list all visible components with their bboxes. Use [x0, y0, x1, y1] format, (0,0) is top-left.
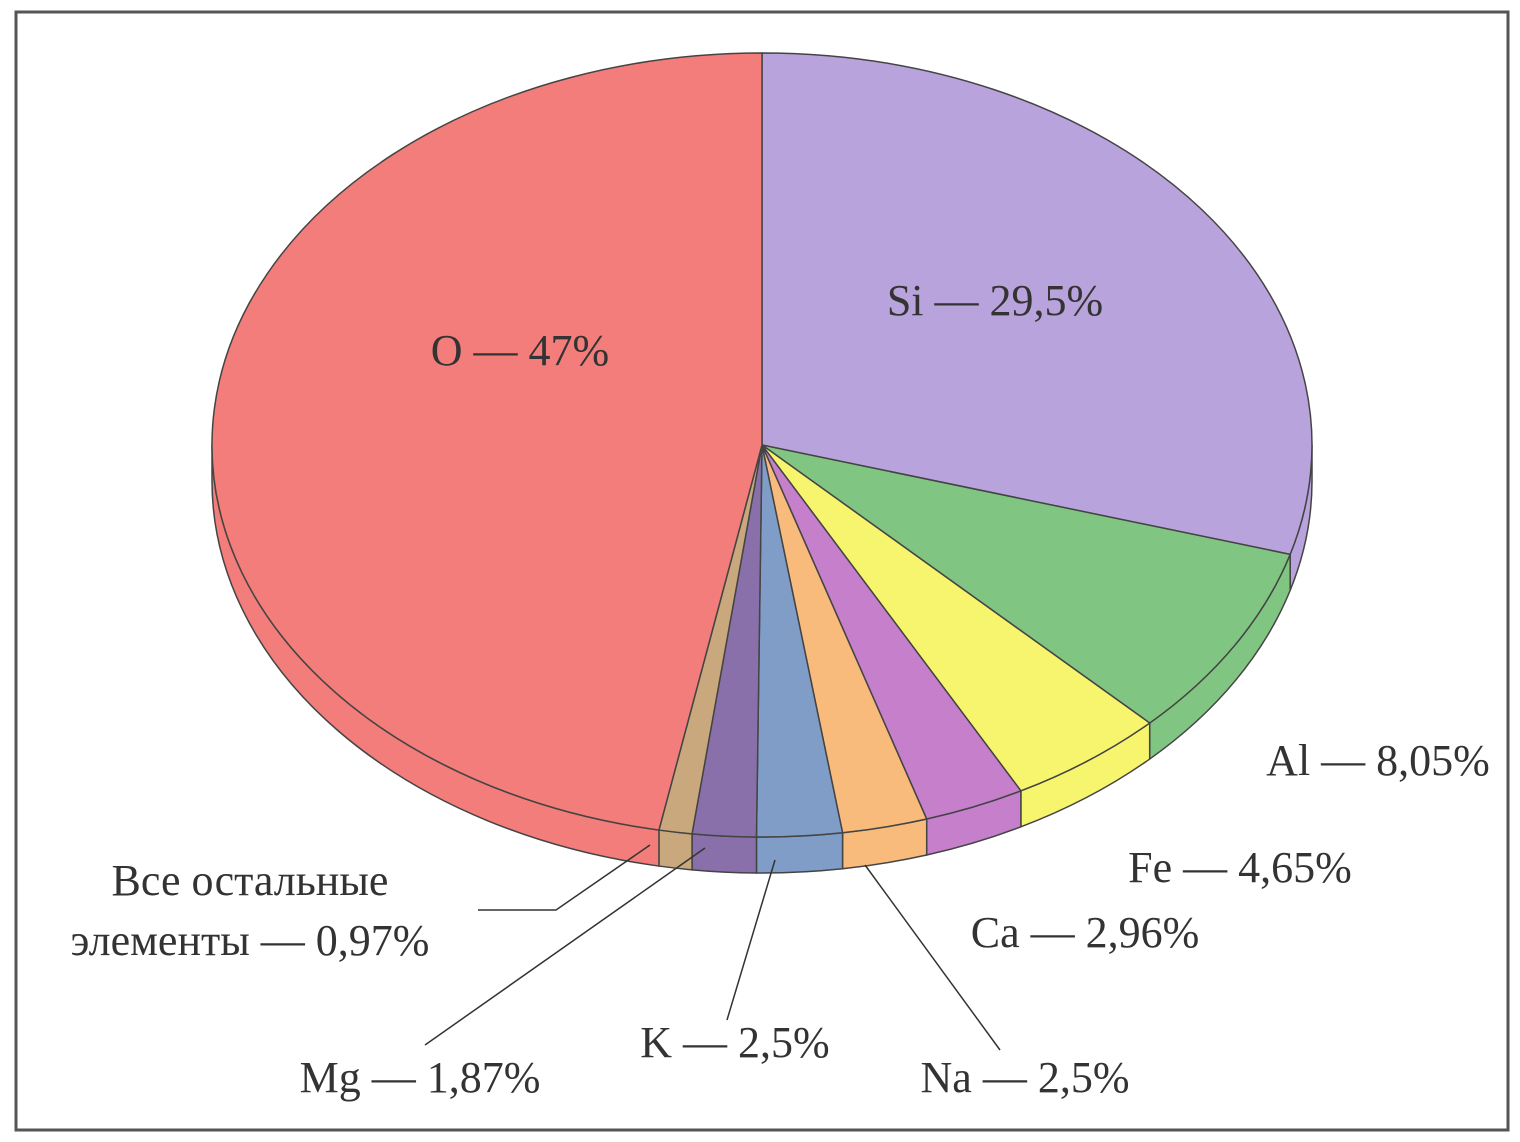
slice-label: Fe — 4,65% [1128, 843, 1352, 892]
slice-label: O — 47% [431, 326, 609, 375]
slice-side [658, 829, 693, 871]
label-line: элементы — 0,97% [71, 916, 430, 965]
slice [761, 444, 1292, 724]
slice-side [755, 831, 844, 874]
slice-label: Si — 29,5% [887, 276, 1103, 325]
slice-label: Mg — 1,87% [300, 1053, 541, 1102]
leader-line [478, 844, 651, 911]
slice-label: Na — 2,5% [921, 1053, 1130, 1102]
slice-label: Al — 8,05% [1266, 736, 1490, 785]
slice [211, 52, 763, 831]
slice [761, 444, 1151, 792]
label-line: Все остальные [112, 856, 389, 905]
slice [761, 52, 1313, 556]
leader-line [864, 864, 1001, 1051]
slice-label: Все остальные элементы — 0,97% [71, 856, 430, 965]
leader-line [424, 847, 706, 1046]
leader-line [726, 859, 776, 1021]
slice-label: K — 2,5% [640, 1018, 829, 1067]
slice-label: Ca — 2,96% [971, 908, 1200, 957]
slice-side [691, 832, 758, 874]
